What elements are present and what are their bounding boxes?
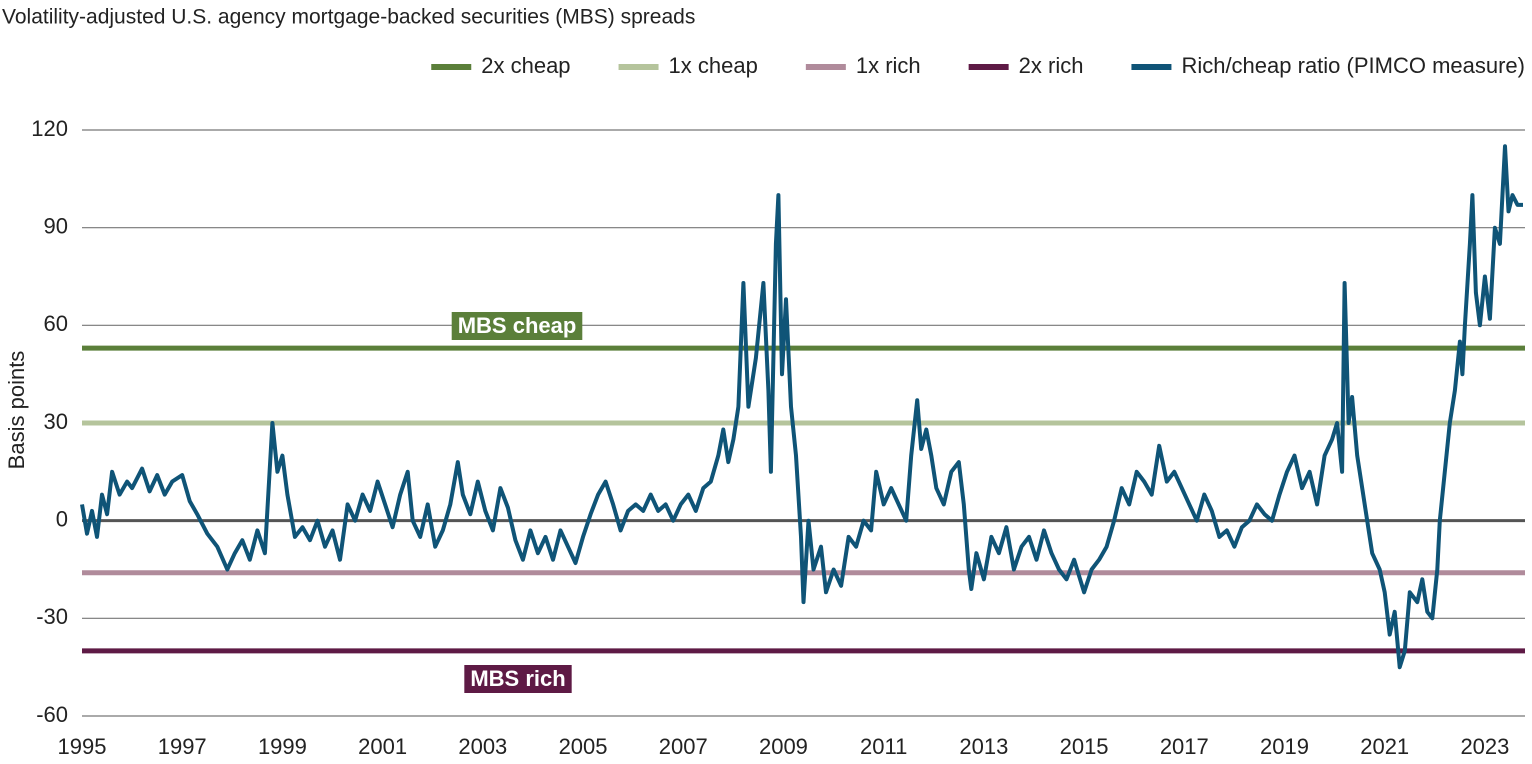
legend-label: 2x rich [1019,53,1084,78]
legend-label: 1x cheap [669,53,758,78]
y-tick-label: -60 [36,702,68,727]
legend-label: 1x rich [856,53,921,78]
legend-label: 2x cheap [481,53,570,78]
annotation-box [451,312,583,340]
x-tick-label: 1997 [158,734,207,759]
x-tick-label: 1999 [258,734,307,759]
y-tick-label: 120 [31,116,68,141]
x-tick-label: 2009 [759,734,808,759]
x-tick-label: 2001 [358,734,407,759]
x-tick-label: 2005 [559,734,608,759]
legend-label: Rich/cheap ratio (PIMCO measure) [1181,53,1525,78]
y-tick-label: 90 [44,213,68,238]
y-tick-label: 30 [44,409,68,434]
x-tick-label: 2013 [959,734,1008,759]
x-tick-label: 2011 [860,734,907,759]
y-tick-label: -30 [36,604,68,629]
chart-title: Volatility-adjusted U.S. agency mortgage… [2,6,695,29]
y-axis-label: Basis points [4,351,29,470]
annotation-label: MBS rich [470,666,565,691]
x-tick-label: 2015 [1060,734,1109,759]
y-tick-label: 60 [44,311,68,336]
x-tick-label: 2023 [1460,734,1509,759]
y-tick-label: 0 [56,506,68,531]
x-tick-label: 2007 [659,734,708,759]
x-tick-label: 2019 [1260,734,1309,759]
annotation-label: MBS cheap [458,313,577,338]
data-line [80,144,1523,670]
x-tick-label: 2017 [1160,734,1209,759]
annotation-box [464,665,572,693]
x-tick-label: 2021 [1360,734,1409,759]
x-tick-label: 1995 [58,734,107,759]
x-tick-label: 2003 [458,734,507,759]
